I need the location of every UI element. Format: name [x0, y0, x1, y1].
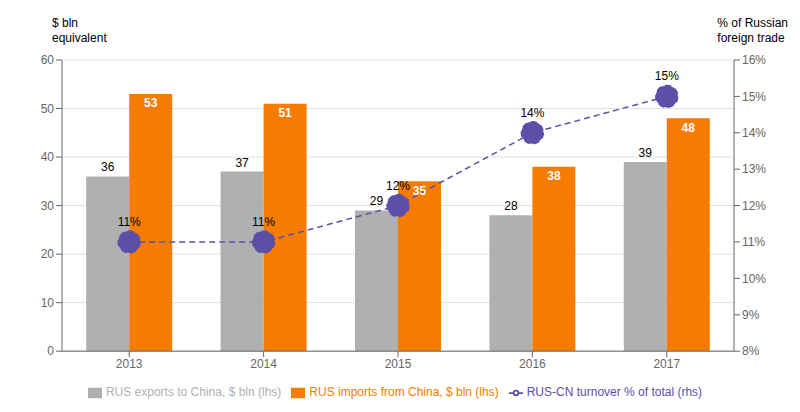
svg-text:10: 10: [41, 296, 55, 310]
svg-text:2013: 2013: [116, 357, 143, 371]
svg-text:39: 39: [639, 146, 653, 160]
svg-text:14%: 14%: [742, 126, 766, 140]
svg-text:13%: 13%: [742, 162, 766, 176]
svg-text:0: 0: [47, 344, 54, 358]
svg-text:2017: 2017: [653, 357, 680, 371]
html-text:% of Russian: % of Russian: [717, 16, 788, 30]
svg-text:29: 29: [370, 194, 384, 208]
svg-text:53: 53: [144, 96, 158, 110]
svg-text:15%: 15%: [655, 69, 679, 83]
svg-text:10%: 10%: [742, 272, 766, 286]
svg-text:60: 60: [41, 53, 55, 67]
svg-text:16%: 16%: [742, 53, 766, 67]
svg-text:9%: 9%: [742, 308, 760, 322]
html-text:RUS-CN turnover % of total (rh: RUS-CN turnover % of total (rhs): [526, 385, 703, 400]
html-text:RUS imports from China, $ bln: RUS imports from China, $ bln (lhs): [309, 385, 499, 400]
html-text:RUS exports to China, $ bln (l: RUS exports to China, $ bln (lhs): [105, 385, 282, 400]
svg-text:11%: 11%: [742, 235, 765, 249]
svg-text:8%: 8%: [742, 344, 760, 358]
svg-text:2014: 2014: [250, 357, 277, 371]
svg-text:51: 51: [278, 106, 292, 120]
svg-text:2015: 2015: [385, 357, 412, 371]
html-text:equivalent: equivalent: [52, 31, 107, 45]
svg-text:11%: 11%: [252, 215, 275, 229]
svg-text:12%: 12%: [386, 179, 410, 193]
svg-text:37: 37: [235, 156, 249, 170]
svg-text:2016: 2016: [519, 357, 546, 371]
svg-text:11%: 11%: [118, 215, 141, 229]
svg-text:20: 20: [41, 247, 55, 261]
svg-text:30: 30: [41, 199, 55, 213]
svg-text:28: 28: [504, 199, 518, 213]
svg-text:14%: 14%: [520, 106, 544, 120]
svg-text:48: 48: [682, 121, 696, 135]
svg-text:38: 38: [547, 169, 561, 183]
svg-text:40: 40: [41, 150, 55, 164]
svg-text:12%: 12%: [742, 199, 766, 213]
svg-text:50: 50: [41, 102, 55, 116]
svg-text:35: 35: [413, 184, 427, 198]
html-text:$ bln: $ bln: [52, 16, 78, 30]
html-text:foreign trade: foreign trade: [717, 31, 785, 45]
svg-text:15%: 15%: [742, 90, 766, 104]
svg-text:36: 36: [101, 160, 115, 174]
